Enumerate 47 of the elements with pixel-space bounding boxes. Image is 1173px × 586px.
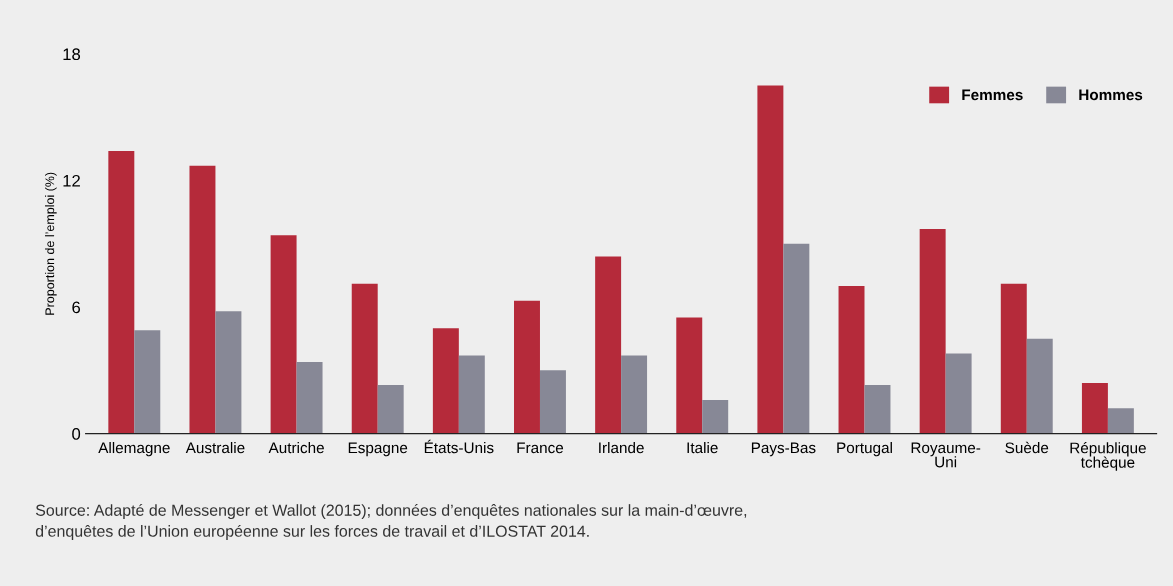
bar bbox=[1107, 408, 1134, 434]
bar bbox=[189, 165, 216, 434]
bar bbox=[215, 311, 242, 434]
bar bbox=[377, 385, 404, 434]
bar bbox=[270, 235, 297, 434]
y-tick-label: 6 bbox=[72, 301, 81, 314]
x-tick-label: Autriche bbox=[268, 441, 324, 454]
bar bbox=[702, 399, 729, 434]
bar bbox=[757, 85, 784, 434]
x-tick-label: Suède bbox=[1005, 441, 1049, 454]
x-tick-label: Portugal bbox=[837, 441, 892, 457]
x-tick-label: États-Unis bbox=[424, 439, 494, 454]
bar bbox=[676, 317, 703, 434]
bar bbox=[351, 283, 378, 434]
bar bbox=[108, 150, 135, 434]
x-tick-label: Irlande bbox=[599, 441, 644, 454]
x-tick-label: Espagne bbox=[348, 442, 408, 457]
bar bbox=[838, 285, 865, 434]
bar bbox=[1000, 283, 1027, 434]
bar bbox=[134, 330, 161, 434]
bar bbox=[514, 300, 540, 434]
x-tick-label: France bbox=[517, 442, 564, 454]
bar bbox=[1081, 383, 1108, 434]
bar bbox=[458, 355, 485, 434]
x-tick-label: Allemagne bbox=[98, 441, 170, 457]
y-tick-label: 12 bbox=[63, 174, 80, 187]
y-axis-title: Proportion de l’emploi (%) bbox=[45, 172, 57, 315]
legend-label: Femmes bbox=[962, 89, 1023, 101]
bar bbox=[945, 353, 972, 434]
x-tick-label: République tchèque bbox=[1070, 441, 1146, 471]
bar bbox=[783, 243, 810, 434]
x-tick-label: Pays-Bas bbox=[751, 442, 816, 457]
bar bbox=[621, 355, 648, 434]
x-tick-label: Australie bbox=[185, 441, 245, 454]
legend-label: Hommes bbox=[1079, 89, 1143, 101]
bar bbox=[1026, 338, 1053, 434]
bar bbox=[595, 256, 622, 434]
y-tick-label: 18 bbox=[63, 48, 81, 61]
bar bbox=[296, 361, 323, 434]
bar bbox=[432, 328, 459, 434]
bar bbox=[539, 370, 566, 434]
bar bbox=[864, 385, 891, 434]
source-note: Source: Adapté de Messenger et Wallot (2015); données d’enquêtes nationales sur la main-d’œuvre, d’enquêtes de l’Union européenne sur les forces de travail et d’ILOSTAT 2014. bbox=[35, 503, 747, 540]
bar bbox=[919, 229, 946, 434]
y-tick-label: 0 bbox=[72, 428, 81, 440]
x-tick-label: Italie bbox=[687, 441, 718, 454]
x-tick-label: Royaume- Uni bbox=[911, 442, 981, 468]
